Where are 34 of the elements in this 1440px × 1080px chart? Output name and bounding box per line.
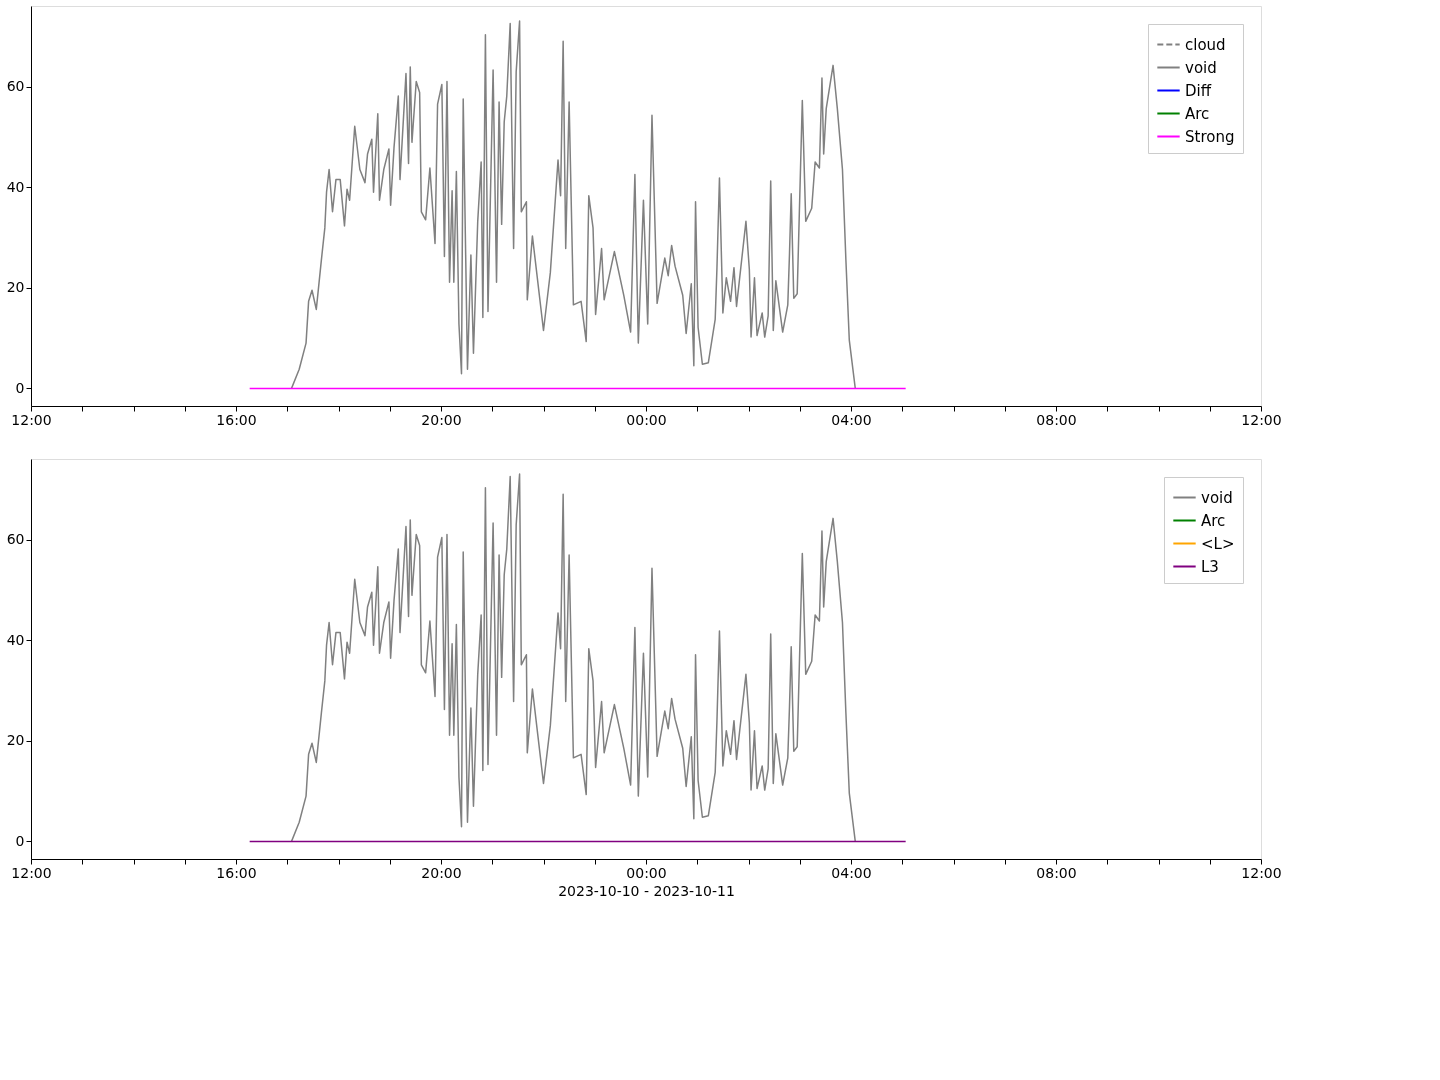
legend-label: void: [1185, 58, 1217, 77]
y-tick-label: 0: [15, 379, 25, 396]
legend-label: <L>: [1201, 534, 1235, 553]
x-tick-label: 12:00: [11, 864, 52, 881]
y-tick-label: 20: [6, 279, 25, 296]
x-tick-label: 04:00: [831, 411, 872, 428]
x-tick-label: 00:00: [626, 411, 667, 428]
x-axis-title: 2023-10-10 - 2023-10-11: [558, 882, 735, 899]
y-tick-label: 40: [6, 631, 25, 648]
x-tick-label: 12:00: [1241, 411, 1282, 428]
legend-label: Arc: [1185, 104, 1210, 123]
y-tick-label: 40: [6, 178, 25, 195]
x-tick-label: 04:00: [831, 864, 872, 881]
y-tick-label: 20: [6, 732, 25, 749]
y-tick-label: 60: [6, 78, 25, 94]
x-tick-label: 16:00: [216, 864, 257, 881]
legend-label: L3: [1201, 557, 1219, 576]
legend-label: Diff: [1185, 81, 1212, 100]
y-tick-label: 60: [6, 531, 25, 547]
legend-label: void: [1201, 488, 1233, 507]
x-tick-label: 12:00: [11, 411, 52, 428]
x-tick-label: 20:00: [421, 864, 462, 881]
legend-label: cloud: [1185, 35, 1226, 54]
x-tick-label: 08:00: [1036, 411, 1077, 428]
x-tick-label: 12:00: [1241, 864, 1282, 881]
y-tick-label: 0: [15, 832, 25, 849]
x-tick-label: 08:00: [1036, 864, 1077, 881]
x-tick-label: 20:00: [421, 411, 462, 428]
line-series: [290, 20, 857, 390]
line-series: [290, 473, 857, 843]
legend-label: Arc: [1201, 511, 1226, 530]
x-tick-label: 00:00: [626, 864, 667, 881]
x-tick-label: 16:00: [216, 411, 257, 428]
legend-label: Strong: [1185, 127, 1235, 146]
